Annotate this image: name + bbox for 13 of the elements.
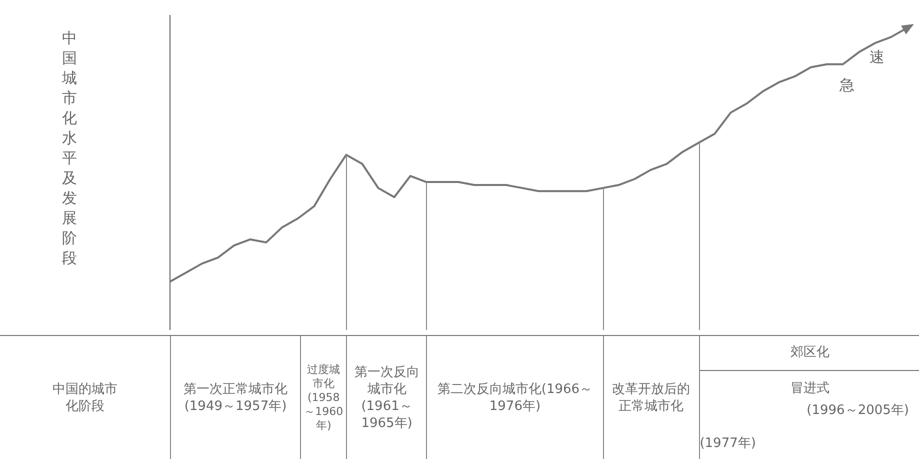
annotation: 速 xyxy=(869,48,884,66)
text: 中国城市化水平及发展阶段 xyxy=(62,29,77,267)
text: (1977年) xyxy=(700,435,756,452)
text: 第二次反向城市化(1966～1976年) xyxy=(426,336,603,459)
annotation: 急 xyxy=(838,76,854,94)
text: (1996～2005年) xyxy=(806,402,909,419)
text: 冒进式 xyxy=(789,380,830,397)
text: 改革开放后的正常城市化 xyxy=(602,336,699,459)
text: 过度城市化(1958～1960年) xyxy=(300,336,346,459)
text: 第一次反向城市化(1961～1965年) xyxy=(346,336,426,459)
text: 中国的城市化阶段 xyxy=(52,381,118,416)
text: 第一次正常城市化(1949～1957年) xyxy=(170,336,300,459)
text: 郊区化 xyxy=(700,336,919,371)
